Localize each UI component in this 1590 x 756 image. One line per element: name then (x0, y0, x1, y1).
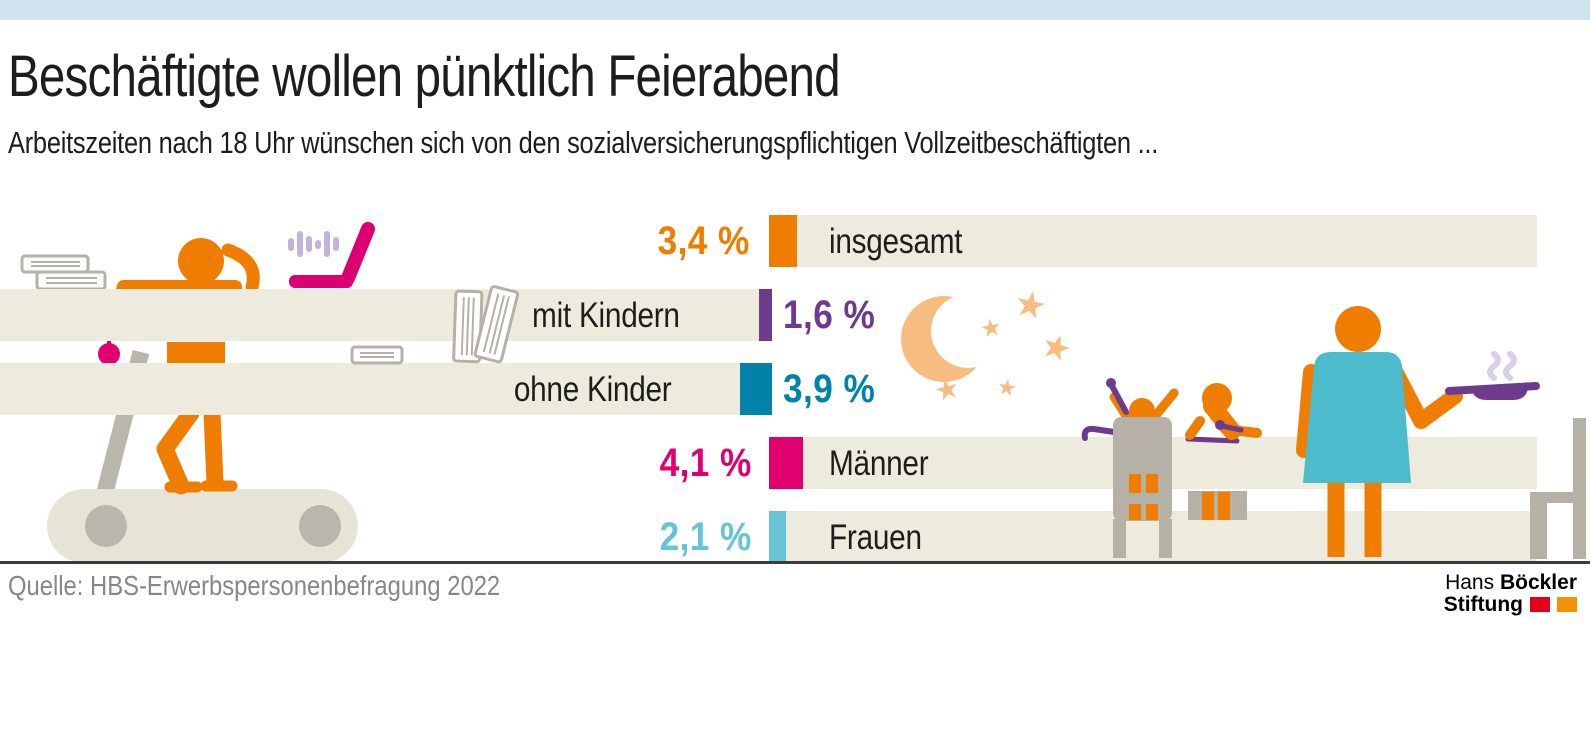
bar-value-mit-kindern: 1,6 % (783, 293, 876, 337)
logo-line1: Hans Böckler (1445, 571, 1577, 594)
bar-row-ohne-kinder: ohne Kinder 3,9 % (0, 363, 1590, 415)
bar-value-frauen: 2,1 % (659, 515, 752, 559)
source-note: Quelle: HBS-Erwerbspersonenbefragung 202… (8, 570, 501, 601)
logo-mark-red (1530, 597, 1550, 612)
page-title: Beschäftigte wollen pünktlich Feierabend (8, 44, 841, 109)
logo-mark-orange (1557, 597, 1577, 612)
page-subtitle: Arbeitszeiten nach 18 Uhr wünschen sich … (8, 125, 1159, 160)
bar-segment-maenner (769, 437, 803, 489)
bar-row-mit-kindern: mit Kindern 1,6 % (0, 289, 1590, 341)
bar-label-insgesamt: insgesamt (829, 222, 963, 261)
logo-line2: Stiftung (1444, 594, 1577, 615)
bar-track (769, 215, 1537, 267)
bar-row-frauen: 2,1 % Frauen (0, 511, 1590, 563)
bar-label-ohne-kinder: ohne Kinder (513, 370, 671, 409)
bar-label-mit-kindern: mit Kindern (532, 296, 680, 335)
bar-label-frauen: Frauen (829, 518, 922, 557)
bar-segment-frauen (769, 511, 786, 563)
bar-segment-insgesamt (769, 215, 797, 267)
bar-value-insgesamt: 3,4 % (657, 219, 750, 263)
bar-value-maenner: 4,1 % (659, 441, 752, 485)
bar-row-maenner: 4,1 % Männer (0, 437, 1590, 489)
bar-value-ohne-kinder: 3,9 % (783, 367, 876, 411)
bar-segment-mit-kindern (759, 289, 772, 341)
bar-segment-ohne-kinder (740, 363, 772, 415)
bar-row-insgesamt: 3,4 % insgesamt (0, 215, 1590, 267)
hans-boeckler-stiftung-logo: Hans Böckler Stiftung (1444, 572, 1577, 615)
footer-divider-line (0, 561, 1590, 564)
top-accent-bar (0, 0, 1590, 20)
bar-label-maenner: Männer (829, 444, 929, 483)
